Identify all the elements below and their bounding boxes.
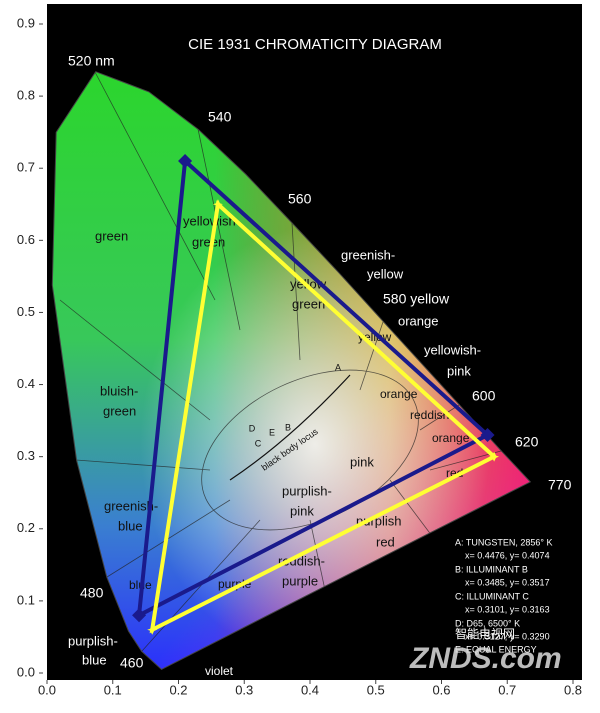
gamut-triangle	[149, 200, 498, 634]
annotation: purplish-	[282, 483, 332, 498]
annotation: purple	[282, 573, 318, 588]
annotation: x= 0.3485, y= 0.3517	[465, 577, 550, 587]
annotation: yellowish	[183, 213, 236, 228]
annotation: bluish-	[100, 383, 138, 398]
annotation: green	[292, 296, 325, 311]
annotation: green	[95, 228, 128, 243]
gamut-triangle	[136, 156, 492, 619]
x-tick-label: 0.0	[38, 682, 56, 697]
x-tick-label: 0.7	[498, 682, 516, 697]
vertex-marker	[147, 624, 158, 635]
annotation: 580 yellow	[383, 291, 450, 307]
annotation: B	[285, 422, 291, 432]
y-tick-label: 0.6	[17, 232, 35, 247]
y-tick-label: 0.9	[17, 15, 35, 30]
x-tick-label: 0.6	[432, 682, 450, 697]
annotation: greenish-	[104, 498, 158, 513]
annotation: x= 0.3101, y= 0.3163	[465, 604, 550, 614]
annotation: B: ILLUMINANT B	[455, 564, 528, 574]
annotation: green	[103, 403, 136, 418]
annotation: blue	[118, 518, 143, 533]
annotation: purplish-	[68, 633, 118, 648]
annotation: orange	[380, 387, 418, 401]
annotation: 770	[548, 477, 572, 493]
x-tick-label: 0.4	[301, 682, 319, 697]
annotation: D: D65, 6500° K	[455, 618, 520, 628]
locus-outline	[51, 71, 532, 671]
y-tick-label: 0.8	[17, 88, 35, 103]
vertex-marker	[480, 428, 495, 443]
annotation: C	[255, 438, 262, 448]
y-tick-label: 0.3	[17, 448, 35, 463]
annotation: reddish	[410, 408, 449, 422]
x-tick-label: 0.3	[235, 682, 253, 697]
annotation: x= 0.4476, y= 0.4074	[465, 550, 550, 560]
annotation: red	[376, 534, 395, 549]
x-tick-label: 0.8	[564, 682, 582, 697]
annotation: greenish-	[341, 247, 395, 262]
annotation: E: EQUAL ENERGY	[455, 644, 537, 654]
vertex-marker	[178, 154, 193, 169]
x-tick-label: 0.5	[367, 682, 385, 697]
annotation: orange	[432, 431, 470, 445]
annotation: C: ILLUMINANT C	[455, 591, 529, 601]
vertex-marker	[212, 199, 223, 210]
annotation: 460	[120, 655, 144, 671]
annotation: ZNDS.com	[409, 642, 562, 675]
annotation: purple	[218, 577, 252, 591]
annotation: pink	[350, 454, 374, 469]
annotation: x= 0.3127, y= 0.3290	[465, 631, 550, 641]
annotation: pink	[290, 503, 314, 518]
x-tick-label: 0.2	[169, 682, 187, 697]
annotation: 智能电视网	[455, 626, 515, 641]
annotation: 620	[515, 434, 539, 450]
vertex-marker	[132, 608, 147, 623]
y-tick-label: 0.4	[17, 376, 35, 391]
y-tick-label: 0.7	[17, 160, 35, 175]
annotation: A	[335, 362, 341, 372]
vertex-marker	[489, 451, 500, 462]
y-tick-label: 0.2	[17, 520, 35, 535]
annotation: orange	[398, 313, 438, 328]
annotation: E	[269, 427, 275, 437]
y-tick-label: 0.1	[17, 592, 35, 607]
annotation: yellow	[367, 266, 404, 281]
y-tick-label: 0.0	[17, 664, 35, 679]
y-tick-label: 0.5	[17, 304, 35, 319]
chart-title: CIE 1931 CHROMATICITY DIAGRAM	[188, 36, 442, 53]
annotation: A: TUNGSTEN, 2856° K	[455, 537, 552, 547]
annotation: 540	[208, 109, 232, 125]
annotation: purplish	[356, 513, 402, 528]
annotation: 600	[472, 388, 496, 404]
annotation: 560	[288, 191, 312, 207]
annotation: reddish-	[278, 553, 325, 568]
annotation: 520 nm	[68, 53, 115, 69]
annotation: blue	[82, 652, 107, 667]
annotation: D	[249, 423, 256, 433]
annotation: violet	[205, 664, 234, 678]
annotation: yellowish-	[424, 342, 481, 357]
annotation: pink	[447, 363, 471, 378]
annotation: 480	[80, 585, 104, 601]
annotation: green	[192, 234, 225, 249]
x-tick-label: 0.1	[104, 682, 122, 697]
